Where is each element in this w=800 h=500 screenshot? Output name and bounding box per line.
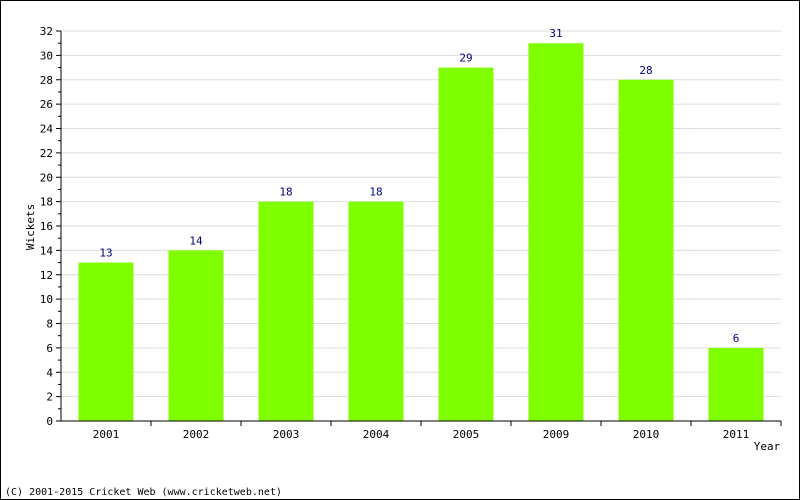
- x-tick-labels: 2001 2002 2003 2004 2005 2009 2010 2011: [93, 428, 750, 441]
- bar: [618, 79, 674, 421]
- x-tick-label: 2003: [273, 428, 300, 441]
- data-label: 28: [639, 64, 652, 77]
- y-axis-label: Wickets: [24, 204, 37, 250]
- copyright-footer: (C) 2001-2015 Cricket Web (www.cricketwe…: [5, 487, 282, 498]
- y-tick-label: 26: [40, 98, 53, 111]
- data-label: 18: [369, 186, 382, 199]
- bar: [168, 250, 224, 421]
- data-labels-group: 13 14 18 18 29 31 28 6: [99, 27, 739, 345]
- data-label: 31: [549, 27, 562, 40]
- y-tick-label: 28: [40, 74, 53, 87]
- x-tick-label: 2009: [543, 428, 570, 441]
- x-tick-label: 2004: [363, 428, 390, 441]
- y-tick-label: 2: [46, 391, 53, 404]
- x-tick-label: 2002: [183, 428, 210, 441]
- bar: [348, 201, 404, 421]
- y-tick-label: 0: [46, 415, 53, 428]
- y-tick-label: 20: [40, 171, 53, 184]
- data-label: 18: [279, 186, 292, 199]
- y-tick-label: 14: [40, 244, 54, 257]
- y-tick-label: 18: [40, 196, 53, 209]
- y-tick-label: 6: [46, 342, 53, 355]
- x-tick-label: 2001: [93, 428, 120, 441]
- x-tick-label: 2005: [453, 428, 480, 441]
- data-label: 29: [459, 52, 472, 65]
- y-tick-label: 4: [46, 366, 53, 379]
- data-label: 13: [99, 247, 112, 260]
- y-tick-label: 16: [40, 220, 53, 233]
- y-tick-label: 8: [46, 318, 53, 331]
- bar: [258, 201, 314, 421]
- axes-group: [56, 30, 782, 426]
- bar: [438, 67, 494, 421]
- x-axis-label: Year: [754, 440, 781, 453]
- data-label: 14: [189, 234, 203, 247]
- y-tick-label: 32: [40, 25, 53, 38]
- bar: [708, 347, 764, 421]
- y-tick-label: 24: [40, 123, 54, 136]
- y-tick-label: 22: [40, 147, 53, 160]
- data-label: 6: [733, 332, 740, 345]
- bars-group: [78, 43, 764, 421]
- x-tick-label: 2011: [723, 428, 750, 441]
- y-tick-label: 10: [40, 293, 53, 306]
- y-tick-label: 30: [40, 49, 53, 62]
- bar: [528, 43, 584, 421]
- bar: [78, 262, 134, 421]
- y-tick-label: 12: [40, 269, 53, 282]
- x-tick-label: 2010: [633, 428, 660, 441]
